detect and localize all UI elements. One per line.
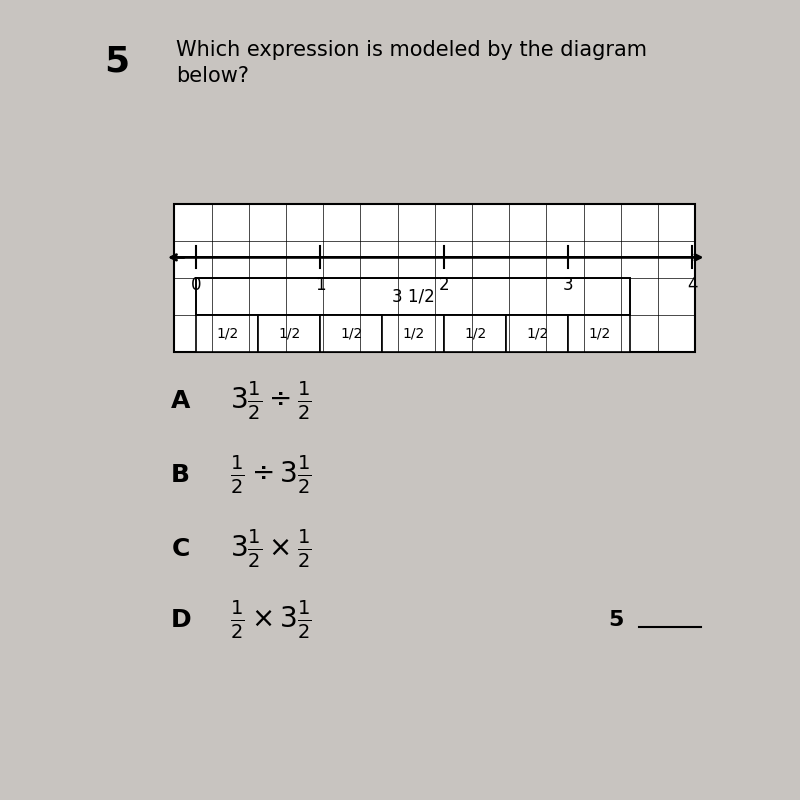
Text: $\frac{1}{2} \div 3\frac{1}{2}$: $\frac{1}{2} \div 3\frac{1}{2}$ [230, 454, 312, 496]
Bar [382, 314, 444, 352]
Text: 5: 5 [608, 610, 624, 630]
Text: 1/2: 1/2 [526, 326, 548, 340]
Text: 1/2: 1/2 [464, 326, 486, 340]
Text: $3\frac{1}{2} \times \frac{1}{2}$: $3\frac{1}{2} \times \frac{1}{2}$ [230, 528, 312, 570]
Text: 3: 3 [562, 276, 574, 294]
Bar [320, 314, 382, 352]
Text: 0: 0 [191, 276, 202, 294]
Text: 4: 4 [687, 276, 698, 294]
Text: 1/2: 1/2 [588, 326, 610, 340]
Bar [196, 314, 258, 352]
Text: $\frac{1}{2} \times 3\frac{1}{2}$: $\frac{1}{2} \times 3\frac{1}{2}$ [230, 598, 312, 641]
Text: 1/2: 1/2 [340, 326, 362, 340]
Text: 2: 2 [438, 276, 450, 294]
Text: 5: 5 [104, 44, 129, 78]
Bar [444, 314, 506, 352]
Text: A: A [171, 389, 190, 413]
Text: 3 1/2: 3 1/2 [392, 287, 434, 305]
Bar [506, 314, 568, 352]
Text: 1/2: 1/2 [402, 326, 424, 340]
Text: C: C [171, 537, 190, 561]
Text: Which expression is modeled by the diagram: Which expression is modeled by the diagr… [176, 40, 647, 60]
Text: 1/2: 1/2 [216, 326, 238, 340]
Text: B: B [171, 463, 190, 487]
Text: below?: below? [176, 66, 249, 86]
Text: $3\frac{1}{2} \div \frac{1}{2}$: $3\frac{1}{2} \div \frac{1}{2}$ [230, 380, 312, 422]
Text: 1: 1 [314, 276, 326, 294]
Text: 1/2: 1/2 [278, 326, 300, 340]
Bar [258, 314, 320, 352]
Text: D: D [170, 608, 191, 632]
Bar [196, 278, 630, 314]
Bar [568, 314, 630, 352]
Bar [174, 204, 695, 352]
